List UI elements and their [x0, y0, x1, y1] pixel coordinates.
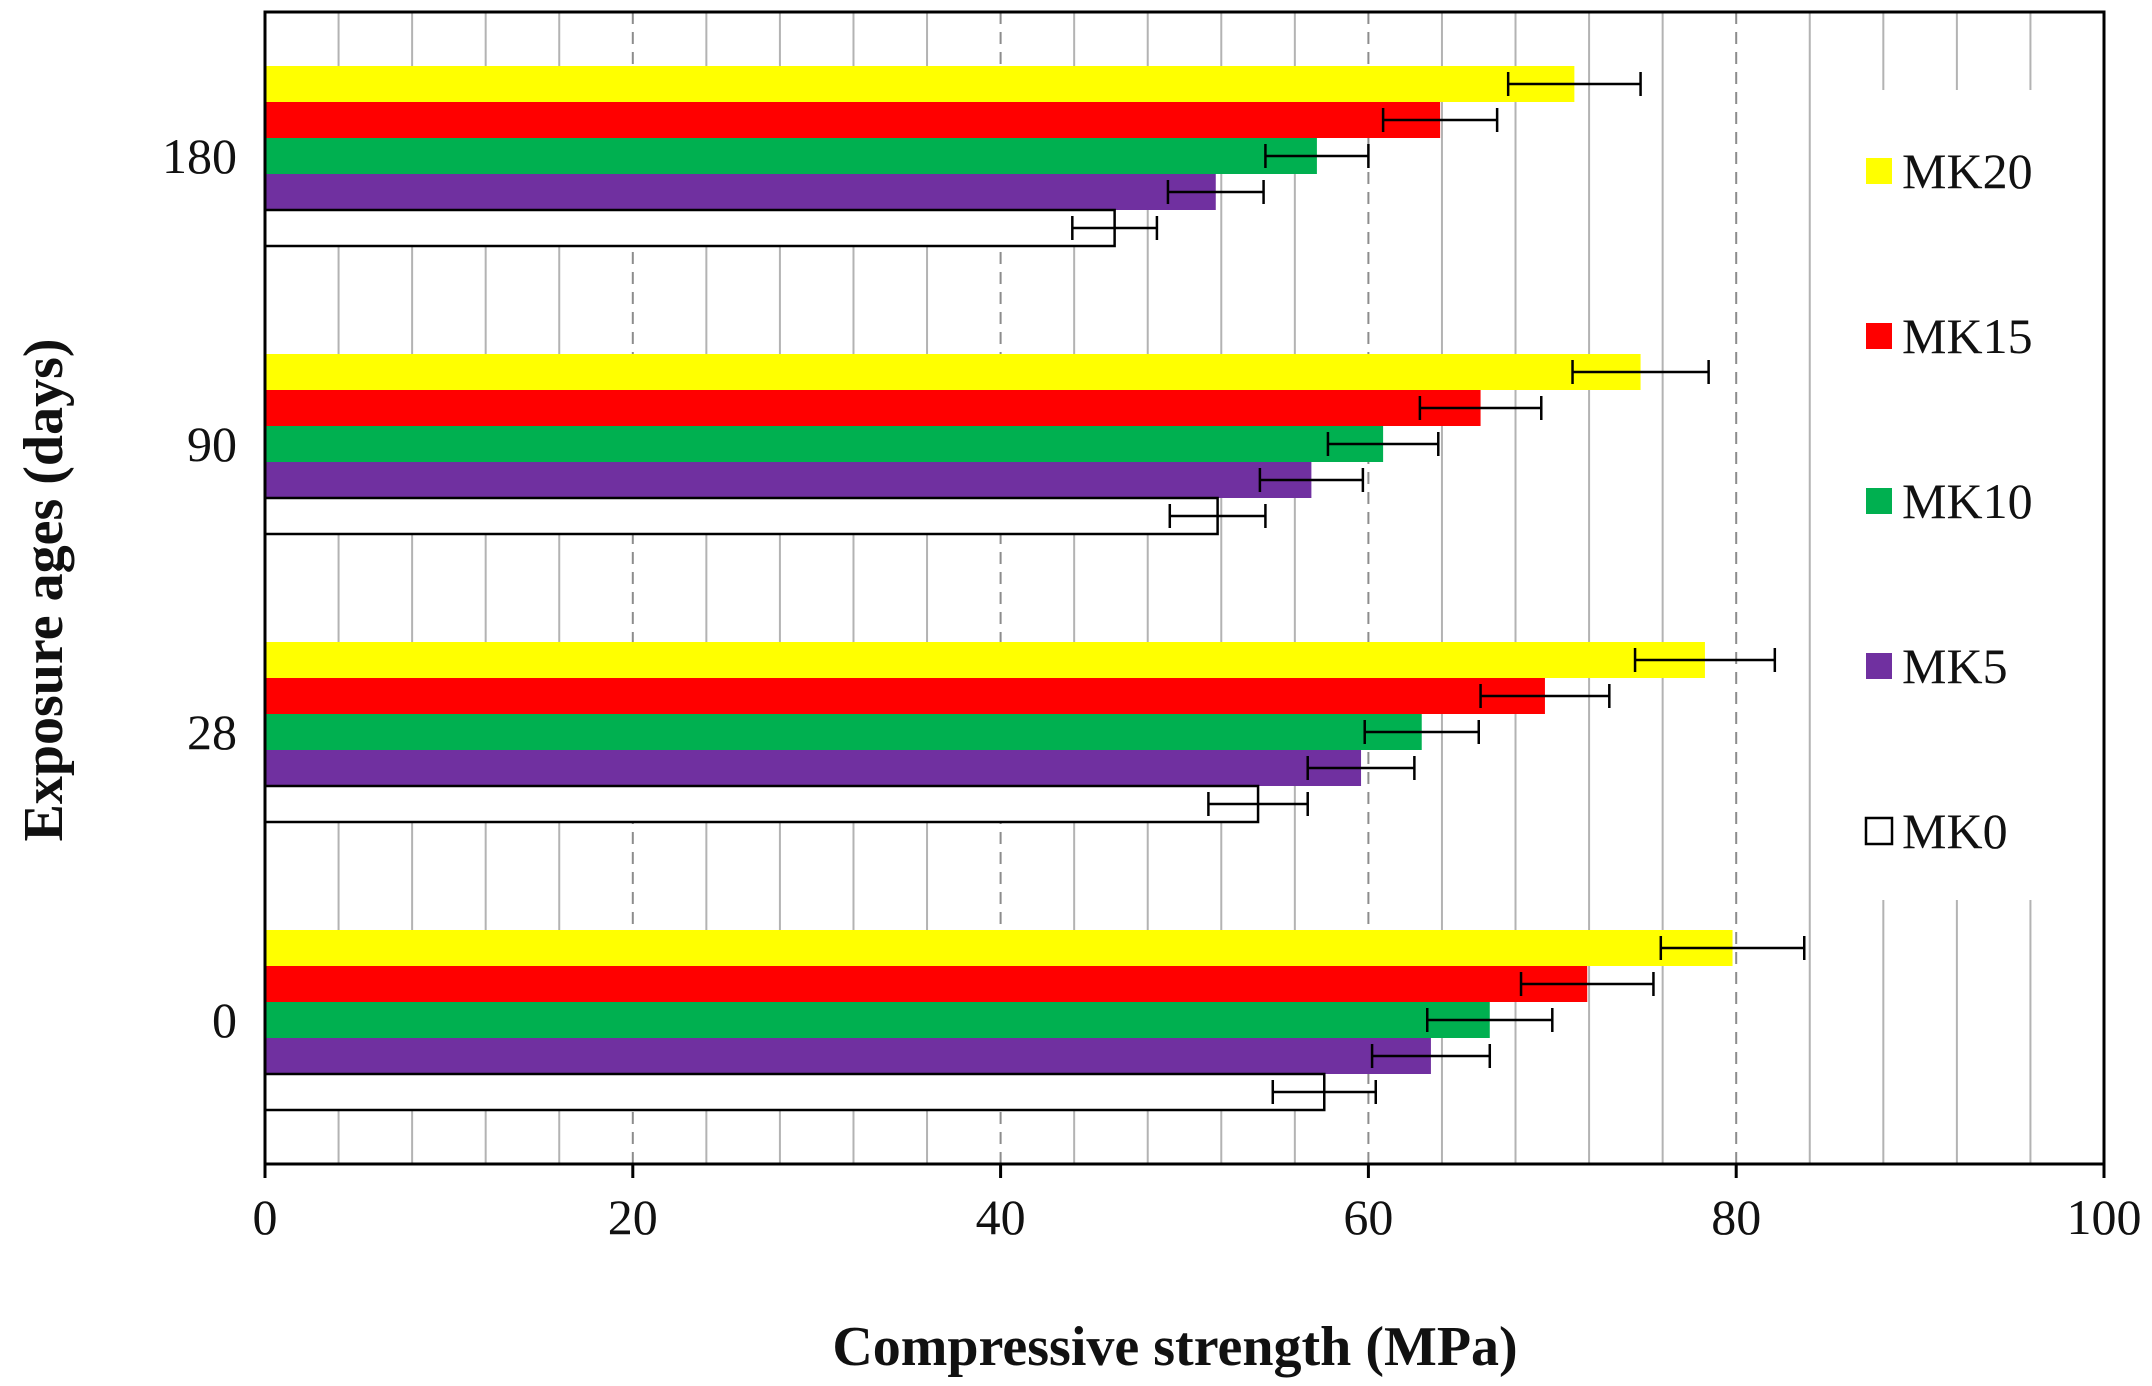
bar-mk15-180	[265, 102, 1441, 138]
bar-mk5-90	[265, 462, 1312, 498]
axis-layer: 0 20 40 60 80 100 180 90 28 0 Compressive strength…	[13, 10, 2142, 1378]
legend-swatch-mk20	[1866, 158, 1892, 184]
y-tick-label: 180	[162, 128, 237, 184]
x-tick-label: 0	[253, 1189, 278, 1245]
plot-frame	[263, 10, 2106, 1166]
x-axis-title: Compressive strength (MPa)	[832, 1316, 1517, 1378]
bar-mk10-180	[265, 138, 1317, 174]
legend-label-mk0: MK0	[1902, 803, 2008, 859]
y-tick-label: 90	[187, 416, 237, 472]
bar-mk20-90	[265, 354, 1641, 390]
error-bar-layer	[1071, 72, 1806, 1104]
bar-mk10-90	[265, 426, 1384, 462]
bar-mk5-0	[265, 1038, 1431, 1074]
bar-mk15-90	[265, 390, 1481, 426]
bar-layer	[263, 66, 1733, 1112]
legend-swatch-mk15	[1866, 323, 1892, 349]
x-tick-label: 40	[976, 1189, 1026, 1245]
bar-mk0-28	[263, 784, 1260, 824]
legend-label-mk10: MK10	[1902, 473, 2033, 529]
bar-mk10-28	[265, 714, 1422, 750]
legend: MK20 MK15 MK10 MK5 MK0	[1848, 90, 2098, 900]
bar-mk20-180	[265, 66, 1575, 102]
legend-label-mk20: MK20	[1902, 143, 2033, 199]
y-tick-label: 0	[212, 992, 237, 1048]
legend-label-mk5: MK5	[1902, 638, 2008, 694]
x-tick-label: 60	[1343, 1189, 1393, 1245]
y-tick-label: 28	[187, 704, 237, 760]
x-tick-label: 100	[2067, 1189, 2142, 1245]
bar-mk20-28	[265, 642, 1705, 678]
x-tick-label: 20	[608, 1189, 658, 1245]
y-axis-title: Exposure ages (days)	[13, 338, 75, 841]
bar-mk20-0	[265, 930, 1733, 966]
legend-label-mk15: MK15	[1902, 308, 2033, 364]
bar-mk0-90	[263, 496, 1219, 536]
bar-mk5-180	[265, 174, 1216, 210]
bar-mk0-0	[263, 1072, 1326, 1112]
x-tick-label: 80	[1711, 1189, 1761, 1245]
bar-mk15-28	[265, 678, 1545, 714]
bar-mk5-28	[265, 750, 1362, 786]
legend-swatch-mk10	[1866, 488, 1892, 514]
bar-mk10-0	[265, 1002, 1490, 1038]
bar-mk0-180	[263, 208, 1116, 248]
legend-swatch-mk0	[1864, 816, 1894, 846]
bar-mk15-0	[265, 966, 1588, 1002]
legend-swatch-mk5	[1866, 653, 1892, 679]
